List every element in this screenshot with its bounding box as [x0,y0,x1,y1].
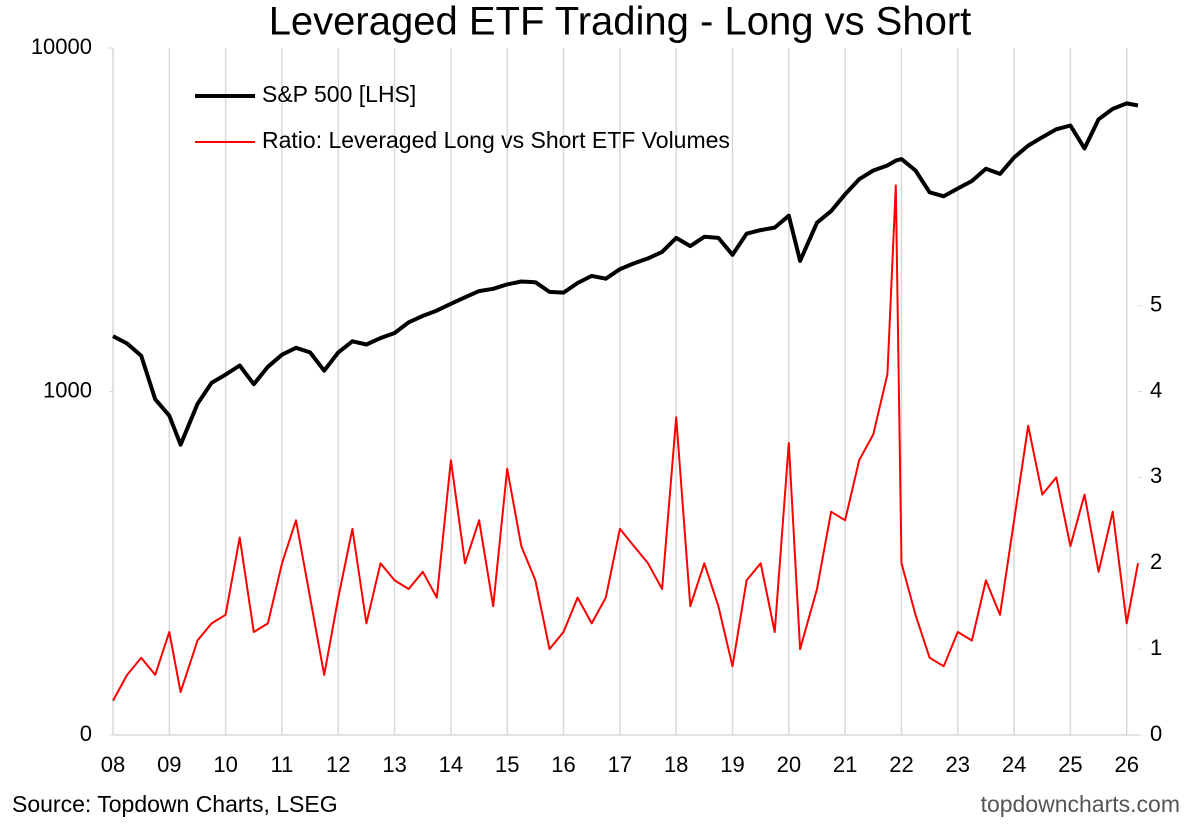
x-tick-label: 08 [101,752,125,777]
x-tick-label: 22 [889,752,913,777]
x-tick-label: 23 [946,752,970,777]
y-tick-label: 10000 [31,34,92,59]
x-tick-label: 21 [833,752,857,777]
series-line [112,101,1139,447]
x-tick-label: 17 [608,752,632,777]
x-tick-label: 15 [495,752,519,777]
y-tick-label: 0 [80,721,92,746]
x-tick-label: 16 [551,752,575,777]
legend-label: Ratio: Leveraged Long vs Short ETF Volum… [262,127,730,153]
x-tick-label: 11 [271,752,294,777]
x-tick-label: 24 [1002,752,1026,777]
y2-tick-label: 3 [1150,463,1162,488]
x-tick-label: 20 [777,752,801,777]
x-tick-label: 10 [213,752,237,777]
chart-title: Leveraged ETF Trading - Long vs Short [269,0,972,44]
series-line [112,184,1139,702]
x-tick-label: 18 [664,752,688,777]
y2-tick-label: 1 [1150,635,1162,660]
x-tick-label: 09 [157,752,181,777]
y2-tick-label: 2 [1150,549,1162,574]
y2-tick-label: 4 [1150,377,1162,402]
y2-tick-label: 5 [1150,291,1162,316]
watermark: topdowncharts.com [981,791,1180,817]
source: Source: Topdown Charts, LSEG [12,791,338,817]
x-tick-label: 12 [326,752,350,777]
x-tick-label: 13 [382,752,406,777]
x-tick-label: 25 [1058,752,1082,777]
x-tick-label: 26 [1114,752,1138,777]
y2-tick-label: 0 [1150,721,1162,746]
y-tick-label: 1000 [43,377,92,402]
legend-label: S&P 500 [LHS] [262,81,416,107]
x-tick-label: 14 [439,752,463,777]
x-tick-label: 19 [720,752,744,777]
